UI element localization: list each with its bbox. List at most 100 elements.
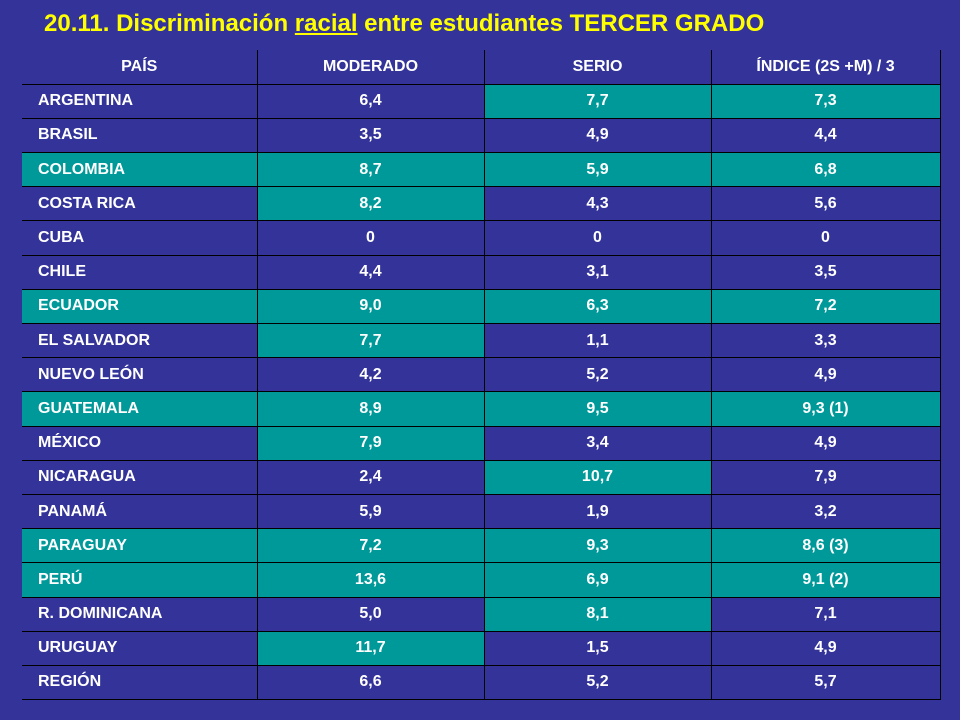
country-cell: URUGUAY [22,631,258,666]
index-cell: 3,2 [711,494,941,530]
header-cell-moderate: MODERADO [257,50,485,85]
index-cell: 7,3 [711,84,941,119]
moderate-cell: 7,2 [257,528,485,564]
serious-cell: 1,5 [484,631,712,666]
moderate-cell: 6,4 [257,84,485,119]
serious-cell: 9,5 [484,391,712,427]
country-cell: PERÚ [22,562,258,598]
table-row: GUATEMALA 8,9 9,5 9,3 (1) [22,391,941,427]
country-cell: ARGENTINA [22,84,258,119]
table-row: NUEVO LEÓN 4,2 5,2 4,9 [22,357,941,393]
table-row: PERÚ 13,6 6,9 9,1 (2) [22,562,941,598]
country-cell: COLOMBIA [22,152,258,188]
moderate-cell: 0 [257,220,485,256]
index-cell: 8,6 (3) [711,528,941,564]
country-cell: PARAGUAY [22,528,258,564]
table-row: COLOMBIA 8,7 5,9 6,8 [22,152,941,188]
country-cell: COSTA RICA [22,186,258,222]
index-cell: 4,4 [711,118,941,154]
table-row: URUGUAY 11,7 1,5 4,9 [22,631,941,666]
table-row: ECUADOR 9,0 6,3 7,2 [22,289,941,325]
serious-cell: 8,1 [484,597,712,632]
table-row: REGIÓN 6,6 5,2 5,7 [22,665,941,701]
table-row: PANAMÁ 5,9 1,9 3,2 [22,494,941,530]
data-table: PAÍS MODERADO SERIO ÍNDICE (2S +M) / 3 A… [22,50,941,701]
moderate-cell: 6,6 [257,665,485,701]
serious-cell: 3,4 [484,426,712,461]
index-cell: 6,8 [711,152,941,188]
country-cell: CHILE [22,255,258,290]
moderate-cell: 8,2 [257,186,485,222]
country-cell: MÉXICO [22,426,258,461]
moderate-cell: 9,0 [257,289,485,325]
moderate-cell: 5,9 [257,494,485,530]
moderate-cell: 13,6 [257,562,485,598]
index-cell: 5,7 [711,665,941,701]
header-cell-index: ÍNDICE (2S +M) / 3 [711,50,941,85]
country-cell: REGIÓN [22,665,258,701]
table-body: PAÍS MODERADO SERIO ÍNDICE (2S +M) / 3 A… [22,50,941,701]
moderate-cell: 2,4 [257,460,485,495]
country-cell: PANAMÁ [22,494,258,530]
index-cell: 9,3 (1) [711,391,941,427]
moderate-cell: 11,7 [257,631,485,666]
serious-cell: 1,9 [484,494,712,530]
table-row: CUBA 0 0 0 [22,220,941,256]
serious-cell: 5,9 [484,152,712,188]
table-row: R. DOMINICANA 5,0 8,1 7,1 [22,597,941,632]
title-suffix: entre estudiantes TERCER GRADO [357,10,765,37]
index-cell: 7,9 [711,460,941,495]
index-cell: 0 [711,220,941,256]
serious-cell: 7,7 [484,84,712,119]
serious-cell: 1,1 [484,323,712,359]
index-cell: 3,3 [711,323,941,359]
table-row: CHILE 4,4 3,1 3,5 [22,255,941,290]
table-row: ARGENTINA 6,4 7,7 7,3 [22,84,941,119]
serious-cell: 6,9 [484,562,712,598]
index-cell: 3,5 [711,255,941,290]
moderate-cell: 3,5 [257,118,485,154]
country-cell: GUATEMALA [22,391,258,427]
moderate-cell: 4,2 [257,357,485,393]
index-cell: 9,1 (2) [711,562,941,598]
moderate-cell: 7,9 [257,426,485,461]
header-cell-serious: SERIO [484,50,712,85]
serious-cell: 5,2 [484,665,712,701]
table-row: COSTA RICA 8,2 4,3 5,6 [22,186,941,222]
country-cell: NUEVO LEÓN [22,357,258,393]
table-header-row: PAÍS MODERADO SERIO ÍNDICE (2S +M) / 3 [22,50,941,85]
moderate-cell: 7,7 [257,323,485,359]
country-cell: EL SALVADOR [22,323,258,359]
page-title: 20.11. Discriminación racial entre estud… [44,6,764,42]
serious-cell: 9,3 [484,528,712,564]
country-cell: BRASIL [22,118,258,154]
table-row: EL SALVADOR 7,7 1,1 3,3 [22,323,941,359]
serious-cell: 4,9 [484,118,712,154]
serious-cell: 6,3 [484,289,712,325]
moderate-cell: 5,0 [257,597,485,632]
country-cell: ECUADOR [22,289,258,325]
country-cell: R. DOMINICANA [22,597,258,632]
index-cell: 4,9 [711,357,941,393]
serious-cell: 0 [484,220,712,256]
serious-cell: 10,7 [484,460,712,495]
index-cell: 7,1 [711,597,941,632]
table-row: MÉXICO 7,9 3,4 4,9 [22,426,941,461]
index-cell: 4,9 [711,631,941,666]
table-row: NICARAGUA 2,4 10,7 7,9 [22,460,941,495]
moderate-cell: 4,4 [257,255,485,290]
moderate-cell: 8,9 [257,391,485,427]
serious-cell: 4,3 [484,186,712,222]
index-cell: 4,9 [711,426,941,461]
country-cell: NICARAGUA [22,460,258,495]
table-row: PARAGUAY 7,2 9,3 8,6 (3) [22,528,941,564]
header-cell-country: PAÍS [22,50,258,85]
index-cell: 7,2 [711,289,941,325]
title-prefix: 20.11. Discriminación [44,10,295,37]
country-cell: CUBA [22,220,258,256]
title-underlined-word: racial [294,10,358,37]
table-row: BRASIL 3,5 4,9 4,4 [22,118,941,154]
index-cell: 5,6 [711,186,941,222]
serious-cell: 3,1 [484,255,712,290]
serious-cell: 5,2 [484,357,712,393]
